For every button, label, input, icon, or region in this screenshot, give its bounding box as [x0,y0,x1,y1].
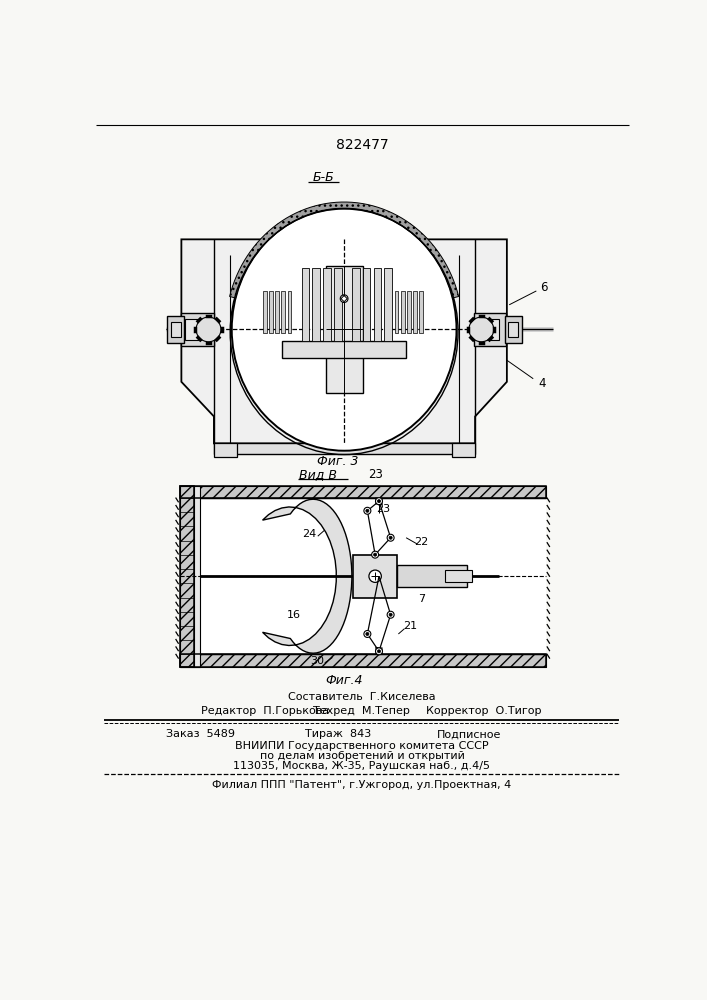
Bar [180,654,546,667]
Circle shape [364,631,371,637]
Bar [180,486,194,667]
Bar [288,291,291,333]
Circle shape [389,613,392,616]
Bar [180,654,546,667]
Bar [484,319,499,340]
Text: Подписное: Подписное [437,729,501,739]
Circle shape [366,509,369,512]
Bar [419,291,423,333]
Polygon shape [262,499,352,653]
Text: 24: 24 [302,529,316,539]
Bar [445,570,472,582]
Bar [273,228,416,243]
Bar [474,312,506,346]
Bar [325,266,363,393]
Circle shape [469,317,493,342]
Circle shape [387,534,394,541]
Circle shape [387,611,394,618]
Text: ВНИИПИ Государственного комитета СССР: ВНИИПИ Государственного комитета СССР [235,741,489,751]
Text: 23: 23 [368,468,382,481]
Circle shape [364,507,371,514]
Bar [263,291,267,333]
Circle shape [196,317,221,342]
Bar [214,443,237,457]
Bar [182,312,214,346]
Text: Филиал ППП "Патент", г.Ужгород, ул.Проектная, 4: Филиал ППП "Патент", г.Ужгород, ул.Проек… [212,780,512,790]
Polygon shape [230,202,459,298]
Text: 6: 6 [540,281,548,294]
Bar [168,316,185,343]
Bar [323,268,331,341]
Text: 7: 7 [418,594,425,604]
Text: 21: 21 [403,621,417,631]
Circle shape [366,632,369,636]
Bar [373,268,381,341]
Bar [282,341,406,358]
Bar [354,555,397,598]
Bar [180,486,546,498]
Circle shape [389,536,392,539]
Bar [312,268,320,341]
Bar [275,291,279,333]
Circle shape [340,295,348,302]
Bar [452,443,475,457]
Bar [200,498,546,654]
Text: 30: 30 [310,656,324,666]
Circle shape [378,650,380,653]
Bar [185,319,201,340]
Text: Фиг. 3: Фиг. 3 [317,455,358,468]
Text: Заказ  5489: Заказ 5489 [166,729,235,739]
Bar [413,291,417,333]
Bar [401,291,404,333]
Text: 16: 16 [287,610,300,620]
Circle shape [369,570,381,582]
Text: Техред  М.Тепер: Техред М.Тепер [313,706,410,716]
Circle shape [375,648,382,655]
Circle shape [378,500,380,503]
Circle shape [375,498,382,505]
Bar [395,291,398,333]
Bar [407,291,411,333]
Bar [397,565,467,587]
Text: Составитель  Г.Киселева: Составитель Г.Киселева [288,692,436,702]
Text: 822477: 822477 [337,138,389,152]
Bar [194,486,200,667]
Text: Фиг.4: Фиг.4 [325,674,363,687]
Bar [214,443,475,454]
Bar [508,322,518,337]
Bar [334,268,341,341]
Bar [363,268,370,341]
Text: Б-Б: Б-Б [313,171,335,184]
Bar [281,291,285,333]
Bar [171,322,180,337]
Ellipse shape [232,208,457,451]
Bar [505,316,522,343]
Circle shape [372,551,379,558]
Text: по делам изобретений и открытий: по делам изобретений и открытий [259,751,464,761]
Bar [180,486,194,667]
Text: 113035, Москва, Ж-35, Раушская наб., д.4/5: 113035, Москва, Ж-35, Раушская наб., д.4… [233,761,491,771]
Circle shape [373,553,377,556]
Bar [301,268,309,341]
Text: Редактор  П.Горькова: Редактор П.Горькова [201,706,329,716]
Bar [180,486,546,498]
Text: Тираж  843: Тираж 843 [305,729,372,739]
Text: 4: 4 [539,377,547,390]
Text: Корректор  О.Тигор: Корректор О.Тигор [426,706,541,716]
Text: Вид В: Вид В [299,468,337,481]
Text: 22: 22 [414,537,428,547]
Bar [385,268,392,341]
Text: 23: 23 [376,504,390,514]
Bar [352,268,360,341]
Bar [269,291,273,333]
Polygon shape [182,239,507,443]
